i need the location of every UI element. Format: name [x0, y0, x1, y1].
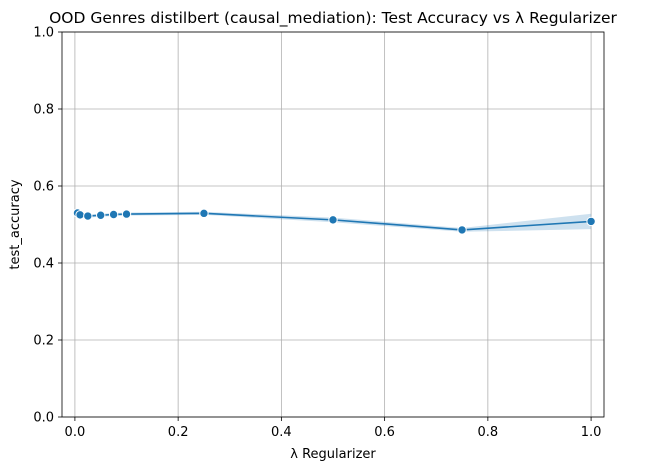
data-point [121, 209, 132, 219]
x-tick-label: 0.4 [271, 425, 292, 440]
y-tick-label: 0.6 [33, 180, 54, 195]
data-point [457, 225, 467, 235]
x-tick-label: 1.0 [581, 425, 602, 440]
x-tick-label: 0.0 [65, 425, 86, 440]
data-point [199, 208, 209, 219]
data-point [75, 210, 85, 220]
data-point [96, 210, 106, 220]
x-axis-ticks: 0.0 0.2 0.4 0.6 0.8 1.0 [65, 417, 602, 440]
chart-title: OOD Genres distilbert (causal_mediation)… [49, 9, 617, 28]
x-tick-label: 0.2 [168, 425, 189, 440]
data-point [83, 211, 93, 221]
data-point [586, 216, 596, 227]
y-axis-ticks: 0.0 0.2 0.4 0.6 0.8 1.0 [33, 26, 62, 426]
x-tick-label: 0.8 [478, 425, 499, 440]
y-tick-label: 0.2 [33, 334, 54, 349]
x-tick-label: 0.6 [374, 425, 395, 440]
data-points [72, 208, 596, 235]
y-tick-label: 0.4 [33, 257, 54, 272]
y-tick-label: 0.0 [33, 411, 54, 426]
y-tick-label: 1.0 [33, 26, 54, 41]
axes-frame [61, 31, 605, 418]
plot-frame [61, 31, 605, 418]
y-tick-label: 0.8 [33, 103, 54, 118]
data-point [108, 209, 119, 220]
y-axis-title: test_accuracy [8, 179, 23, 269]
data-point [328, 215, 338, 225]
x-axis-title: λ Regularizer [290, 447, 376, 462]
